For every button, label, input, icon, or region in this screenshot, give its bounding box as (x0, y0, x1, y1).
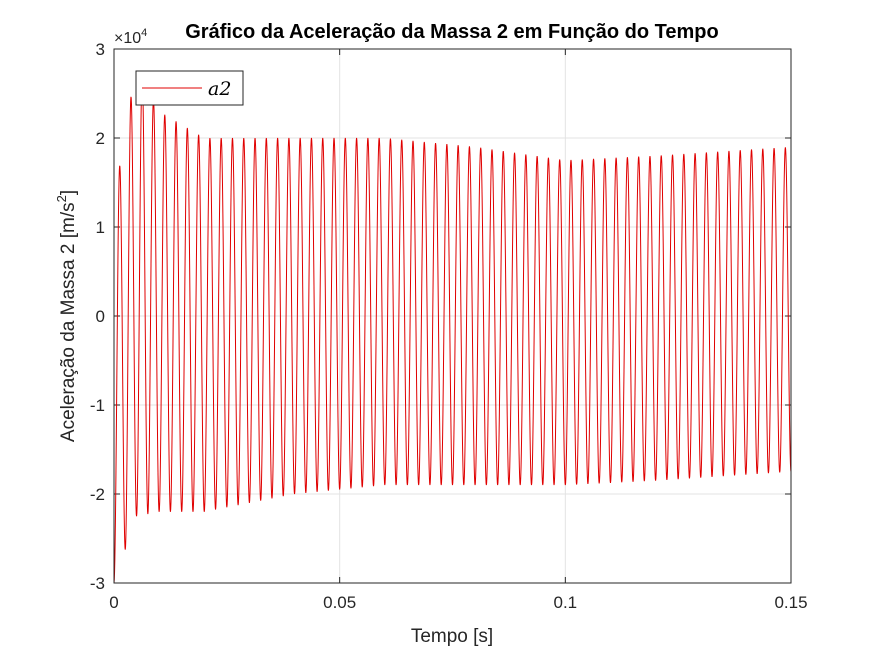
y-tick-label: 1 (96, 218, 105, 237)
y-exponent-label: ×104 (114, 27, 147, 47)
x-tick-label: 0.05 (323, 593, 356, 612)
plot-frame (113, 48, 792, 584)
y-tick-label: 2 (96, 129, 105, 148)
legend: a2 (135, 70, 244, 106)
x-tick-label: 0 (109, 593, 118, 612)
y-tick-label: -1 (90, 396, 105, 415)
legend-label: a2 (208, 78, 231, 100)
y-tick-label: -3 (90, 574, 105, 593)
y-tick-label: -2 (90, 485, 105, 504)
y-tick-label: 0 (96, 307, 105, 326)
x-tick-label: 0.15 (774, 593, 807, 612)
x-tick-label: 0.1 (554, 593, 578, 612)
x-axis-label: Tempo [s] (411, 626, 493, 647)
series-a2-line (113, 74, 792, 584)
y-axis-label: Aceleração da Massa 2 [m/s2] (54, 190, 79, 442)
y-tick-label: 3 (96, 40, 105, 59)
y-tick-labels: -3 -2 -1 0 1 2 3 (90, 40, 105, 593)
x-tick-labels: 0 0.05 0.1 0.15 (109, 593, 807, 612)
chart-title: Gráfico da Aceleração da Massa 2 em Funç… (185, 21, 719, 43)
